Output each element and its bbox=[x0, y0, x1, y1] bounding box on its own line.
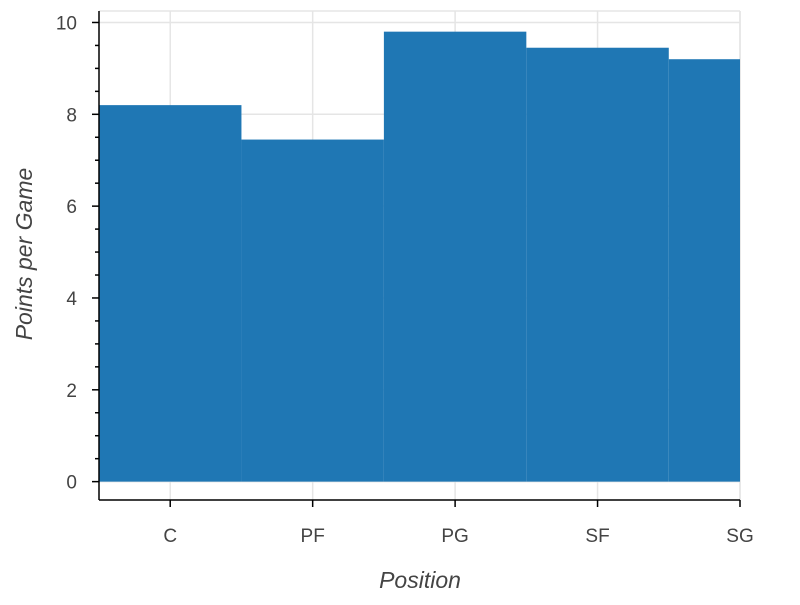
y-axis-title: Points per Game bbox=[11, 168, 37, 341]
y-tick-label-4: 4 bbox=[66, 289, 77, 310]
bar-sg bbox=[668, 59, 740, 482]
x-axis-title: Position bbox=[379, 567, 461, 593]
x-tick-label-sg: SG bbox=[726, 526, 753, 547]
x-tick-label-pf: PF bbox=[301, 526, 325, 547]
x-axis-ticks: C PF PG SF SG bbox=[163, 500, 754, 547]
y-tick-label-8: 8 bbox=[66, 105, 77, 126]
y-tick-label-6: 6 bbox=[66, 197, 77, 218]
y-tick-label-2: 2 bbox=[66, 381, 77, 402]
x-tick-label-sf: SF bbox=[585, 526, 609, 547]
bar-pg bbox=[383, 31, 527, 482]
bars bbox=[99, 31, 740, 482]
x-tick-label-c: C bbox=[163, 526, 177, 547]
bar-pf bbox=[241, 139, 384, 482]
y-tick-label-0: 0 bbox=[66, 473, 77, 494]
x-tick-label-pg: PG bbox=[441, 526, 468, 547]
y-axis-ticks: 0 2 4 6 8 10 bbox=[56, 13, 99, 494]
axes bbox=[98, 11, 740, 501]
bar-c bbox=[99, 105, 242, 482]
y-tick-label-10: 10 bbox=[56, 13, 77, 34]
bar-sf bbox=[526, 47, 669, 482]
